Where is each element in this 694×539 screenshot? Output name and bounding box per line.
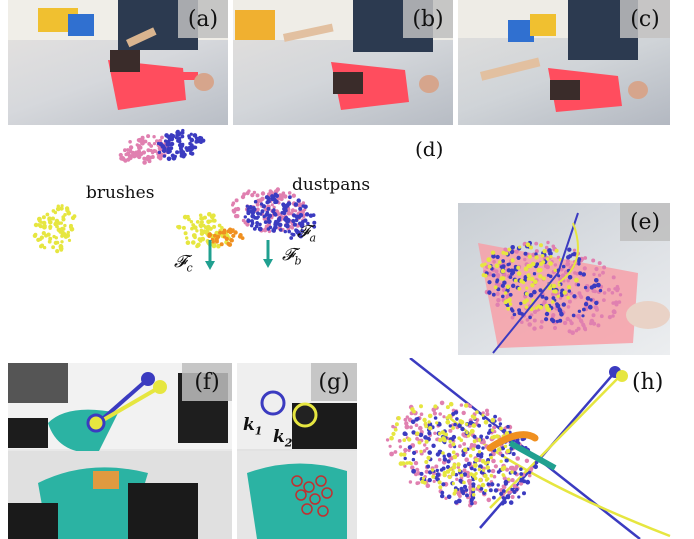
panel-e-label: (e)	[620, 203, 670, 241]
panel-e-overlay	[478, 212, 670, 354]
point-cloud	[243, 192, 317, 240]
point-cloud	[32, 204, 77, 254]
panel-h-pointcloud	[385, 358, 671, 539]
panel-g-scene	[237, 363, 357, 539]
frame-a-label: 𝓕a	[297, 222, 317, 245]
brush-head	[550, 80, 580, 100]
frame-b-label: 𝓕b	[282, 245, 302, 268]
panel-c-photo: (c)	[458, 0, 670, 125]
panel-h-label: (h)	[632, 370, 664, 395]
panel-b-label: (b)	[403, 0, 453, 38]
point-cloud	[207, 227, 245, 247]
panel-g-photo: (g) k1 k2	[237, 363, 357, 539]
panel-d-pointclouds	[32, 128, 317, 270]
panel-h: (h)	[360, 358, 694, 539]
panel-b-photo: (b)	[233, 0, 453, 125]
red-dustpan	[548, 68, 622, 112]
point-cloud	[176, 212, 232, 249]
point-cloud	[389, 401, 515, 497]
brush-head	[333, 72, 363, 94]
panel-d: (d) brushes dustpans 𝓕a 𝓕b 𝓕c	[0, 125, 460, 290]
panel-g-label: (g)	[311, 363, 357, 401]
panel-f-photo: (f)	[8, 363, 232, 539]
teal-dustpan	[247, 463, 347, 539]
panel-c-label: (c)	[620, 0, 670, 38]
frame-c-label: 𝓕c	[174, 252, 193, 275]
point-cloud	[156, 128, 206, 162]
keypoint-2-marker	[292, 402, 318, 428]
panel-a-label: (a)	[178, 0, 228, 38]
point-cloud	[385, 400, 534, 508]
brush-head	[110, 50, 140, 72]
red-dustpan	[108, 60, 186, 110]
panel-f-scene	[8, 363, 232, 539]
panel-b-scene	[233, 0, 453, 110]
panel-f-label: (f)	[182, 363, 232, 401]
dustpans-label: dustpans	[292, 175, 371, 195]
point-cloud	[484, 240, 603, 324]
keypoint-1-marker	[260, 390, 286, 416]
brush-in-pan	[93, 471, 119, 489]
panel-d-label: (d)	[415, 137, 444, 161]
keypoint-1-label: k1	[243, 415, 263, 438]
brushes-label: brushes	[86, 183, 155, 203]
panel-e-photo: (e)	[458, 203, 670, 355]
keypoint-2-label: k2	[273, 427, 293, 450]
panel-a-photo: (a)	[8, 0, 228, 125]
